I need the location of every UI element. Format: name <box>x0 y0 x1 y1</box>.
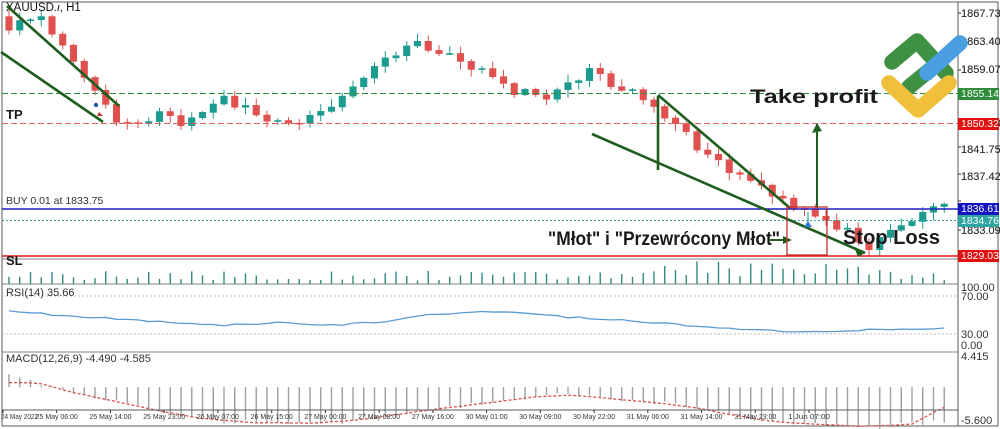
svg-text:SL: SL <box>6 253 23 268</box>
svg-text:1836.61: 1836.61 <box>961 203 999 215</box>
svg-text:27 May 00:00: 27 May 00:00 <box>304 412 346 421</box>
svg-text:MACD(12,26,9) -4.490 -4.585: MACD(12,26,9) -4.490 -4.585 <box>6 353 151 365</box>
svg-text:BUY 0.01 at 1833.75: BUY 0.01 at 1833.75 <box>6 195 103 207</box>
svg-text:70.00: 70.00 <box>961 291 989 303</box>
svg-text:"Młot" i "Przewrócony Młot": "Młot" i "Przewrócony Młot" <box>548 229 780 250</box>
svg-text:1834.76: 1834.76 <box>961 215 999 227</box>
svg-text:25 May 14:00: 25 May 14:00 <box>90 412 132 421</box>
svg-text:30 May 09:00: 30 May 09:00 <box>519 412 561 421</box>
svg-text:30 May 22:00: 30 May 22:00 <box>573 412 615 421</box>
svg-text:24 May 2022: 24 May 2022 <box>1 412 38 421</box>
svg-text:30 May 01:00: 30 May 01:00 <box>466 412 508 421</box>
svg-text:1867.73: 1867.73 <box>961 8 1000 20</box>
svg-text:1859.07: 1859.07 <box>961 64 1000 76</box>
svg-text:27 May 08:00: 27 May 08:00 <box>358 412 400 421</box>
svg-text:4.415: 4.415 <box>961 351 989 363</box>
svg-text:31 May 14:00: 31 May 14:00 <box>681 412 723 421</box>
svg-text:RSI(14) 35.66: RSI(14) 35.66 <box>6 287 74 299</box>
svg-text:Take profit: Take profit <box>750 87 879 108</box>
svg-text:31 May 23:00: 31 May 23:00 <box>734 412 776 421</box>
svg-text:27 May 16:00: 27 May 16:00 <box>412 412 454 421</box>
svg-text:-5.600: -5.600 <box>961 415 992 427</box>
svg-text:1 Jun 07:00: 1 Jun 07:00 <box>788 412 830 421</box>
svg-text:31 May 06:00: 31 May 06:00 <box>627 412 669 421</box>
svg-text:1837.42: 1837.42 <box>961 171 1000 183</box>
svg-text:25 May 06:00: 25 May 06:00 <box>36 412 78 421</box>
svg-text:1855.14: 1855.14 <box>961 88 999 100</box>
svg-text:1841.75: 1841.75 <box>961 144 1000 156</box>
svg-text:XAUUSD.ι, H1: XAUUSD.ι, H1 <box>6 2 81 14</box>
svg-text:Stop Loss: Stop Loss <box>843 227 940 249</box>
svg-text:1850.32: 1850.32 <box>961 118 999 130</box>
svg-text:26 May 07:00: 26 May 07:00 <box>197 412 239 421</box>
svg-text:1829.03: 1829.03 <box>961 250 999 262</box>
svg-text:26 May 15:00: 26 May 15:00 <box>251 412 293 421</box>
svg-text:25 May 23:00: 25 May 23:00 <box>143 412 185 421</box>
svg-text:TP: TP <box>6 107 23 122</box>
